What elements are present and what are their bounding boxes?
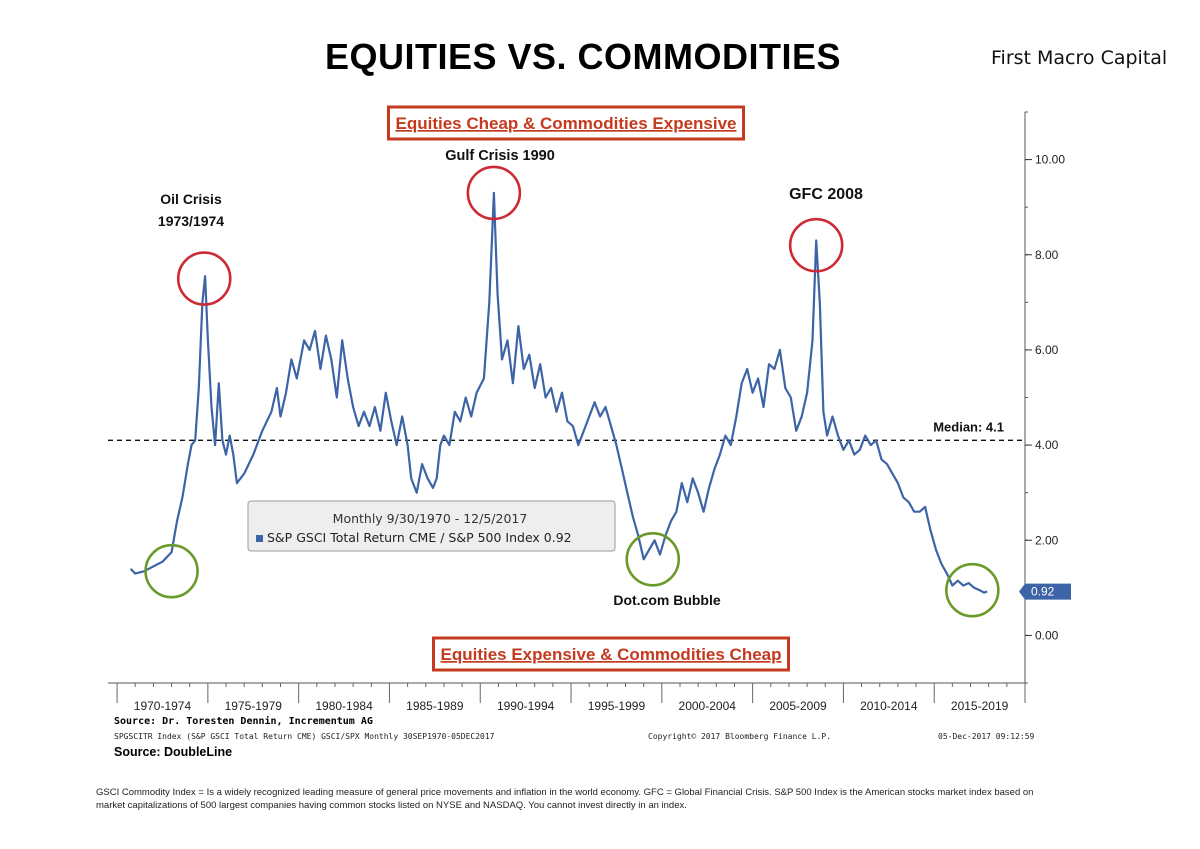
x-tick-label: 2000-2004 [679,699,737,713]
bloomberg-timestamp: 05-Dec-2017 09:12:59 [938,732,1035,741]
page-title: EQUITIES VS. COMMODITIES [324,36,842,77]
top-box-label-border [386,105,746,141]
x-tick-label: 2005-2009 [769,699,827,713]
bottom-box-label-group: Equities Expensive & Commodities Cheap [431,636,791,672]
highlight-circle [176,251,232,306]
highlight-circle [625,531,681,587]
brand-name: First Macro Capital [991,47,1168,69]
y-tick-label: 0.00 [1035,628,1059,642]
x-tick-label: 1995-1999 [588,699,646,713]
gfc-label: GFC 2008 [789,186,863,203]
bottom-box-label-border [431,636,791,672]
footnote: GSCI Commodity Index = Is a widely recog… [96,787,1034,811]
oil-crisis-label: Oil Crisis [160,191,222,207]
highlight-circle [466,165,522,221]
x-tick-label: 1970-1974 [134,699,192,713]
source-line-2: Source: DoubleLine [114,745,233,759]
gulf-crisis-label: Gulf Crisis 1990 [445,148,555,164]
x-tick-label: 1980-1984 [315,699,373,713]
legend-entry: S&P GSCI Total Return CME / S&P 500 Inde… [267,530,572,545]
median-label: Median: 4.1 [933,419,1004,434]
x-tick-label: 2015-2019 [951,699,1009,713]
x-tick-label: 2010-2014 [860,699,918,713]
oil-crisis-years-label: 1973/1974 [158,213,224,229]
x-tick-label: 1990-1994 [497,699,555,713]
top-box-label-group: Equities Cheap & Commodities Expensive [386,105,746,141]
source-line-1: Source: Dr. Toresten Dennin, Incrementum… [114,716,373,727]
series-line [129,191,988,594]
bottom-box-label: Equities Expensive & Commodities Cheap [440,645,781,664]
bloomberg-series-info: SPGSCITR Index (S&P GSCI Total Return CM… [114,732,495,741]
x-tick-label: 1985-1989 [406,699,464,713]
x-tick-label: 1975-1979 [225,699,283,713]
y-tick-label: 10.00 [1035,153,1065,167]
legend-title: Monthly 9/30/1970 - 12/5/2017 [333,511,528,526]
highlight-circle [788,217,844,273]
bloomberg-copyright: Copyright© 2017 Bloomberg Finance L.P. [648,732,832,741]
y-tick-label: 6.00 [1035,343,1059,357]
legend-swatch [256,535,263,542]
y-tick-label: 8.00 [1035,248,1059,262]
highlight-circle [144,543,199,599]
last-value-label: 0.92 [1031,585,1055,599]
highlight-circle [945,562,1000,618]
y-tick-label: 4.00 [1035,438,1059,452]
dotcom-label: Dot.com Bubble [613,592,721,608]
y-tick-label: 2.00 [1035,533,1059,547]
last-value-flag [1019,583,1071,600]
top-box-label: Equities Cheap & Commodities Expensive [395,114,736,133]
legend-box [247,500,616,552]
